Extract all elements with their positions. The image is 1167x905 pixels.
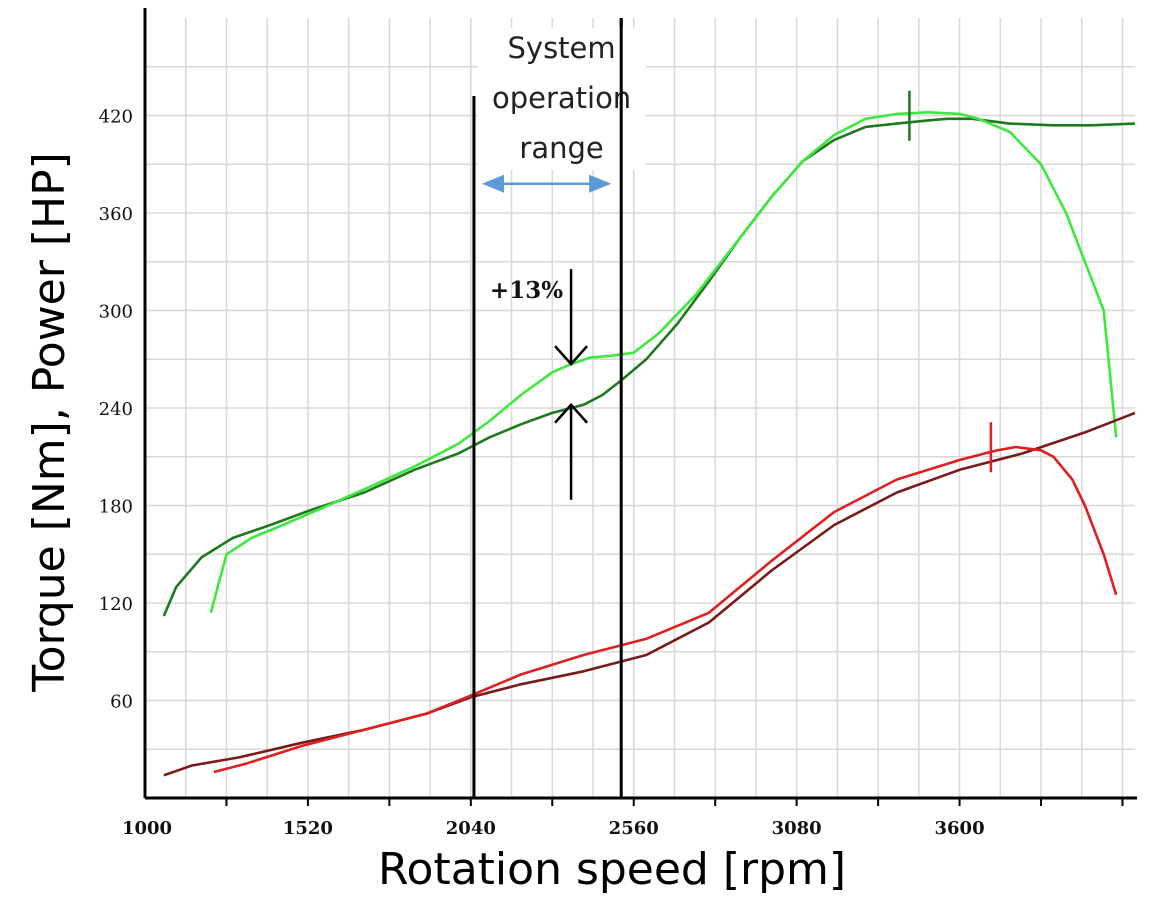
gain-arrow-up-head — [554, 402, 589, 424]
x-tick-label: 2040 — [446, 818, 496, 839]
x-axis-title: Rotation speed [rpm] — [378, 844, 846, 895]
y-tick-label: 120 — [99, 594, 133, 615]
y-tick-label: 240 — [99, 399, 133, 420]
annotations: System operation range +13% — [472, 18, 993, 798]
y-tick-label: 60 — [110, 692, 133, 713]
range-arrow-head-left — [481, 174, 504, 193]
series-line-4 — [213, 445, 1118, 774]
y-axis-title: Torque [Nm], Power [HP] — [24, 152, 75, 693]
range-arrow-head-right — [589, 174, 612, 193]
y-tick-label: 300 — [99, 302, 133, 323]
x-tick-label: 3600 — [935, 818, 985, 839]
series-line-1 — [162, 117, 1136, 617]
gain-label: +13% — [490, 277, 563, 304]
gain-arrow-down-head — [554, 345, 589, 367]
range-label-line: System — [508, 31, 616, 65]
y-tick-label: 180 — [99, 497, 133, 518]
curves — [162, 111, 1136, 777]
series-line-3 — [163, 411, 1136, 777]
y-tick-label: 360 — [99, 204, 133, 225]
axes: 60 120 180 240 300 360 420 1000 1520 2040 2560 3080… — [99, 8, 1137, 839]
range-label-line: range — [519, 131, 603, 165]
range-label-line: operation — [492, 81, 631, 115]
y-tick-label: 420 — [99, 107, 133, 128]
x-tick-label: 2560 — [609, 818, 659, 839]
x-tick-label: 1520 — [283, 818, 333, 839]
series-line-2 — [209, 111, 1118, 614]
x-tick-label: 3080 — [772, 818, 822, 839]
range-label-background — [477, 28, 646, 170]
x-tick-label: 1000 — [122, 818, 172, 839]
